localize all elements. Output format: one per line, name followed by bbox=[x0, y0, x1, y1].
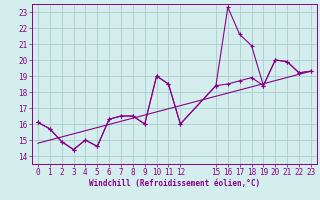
X-axis label: Windchill (Refroidissement éolien,°C): Windchill (Refroidissement éolien,°C) bbox=[89, 179, 260, 188]
